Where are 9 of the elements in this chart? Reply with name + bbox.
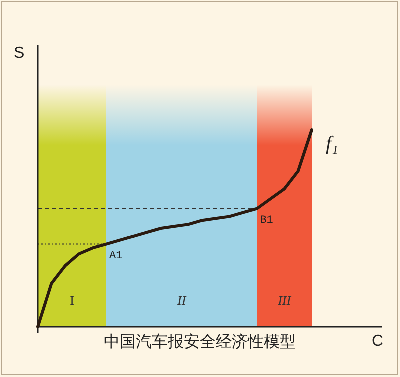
annotation: I <box>70 293 74 308</box>
y-axis-title: S <box>14 45 25 62</box>
annotation: III <box>277 293 292 308</box>
annotation: B1 <box>260 214 274 227</box>
annotation: II <box>176 293 187 308</box>
series-label: f₁ <box>326 133 339 155</box>
text: 中国汽车报安全经济性模型 <box>104 333 296 351</box>
annotation: A1 <box>110 250 124 262</box>
x-axis-title: C <box>372 333 384 350</box>
